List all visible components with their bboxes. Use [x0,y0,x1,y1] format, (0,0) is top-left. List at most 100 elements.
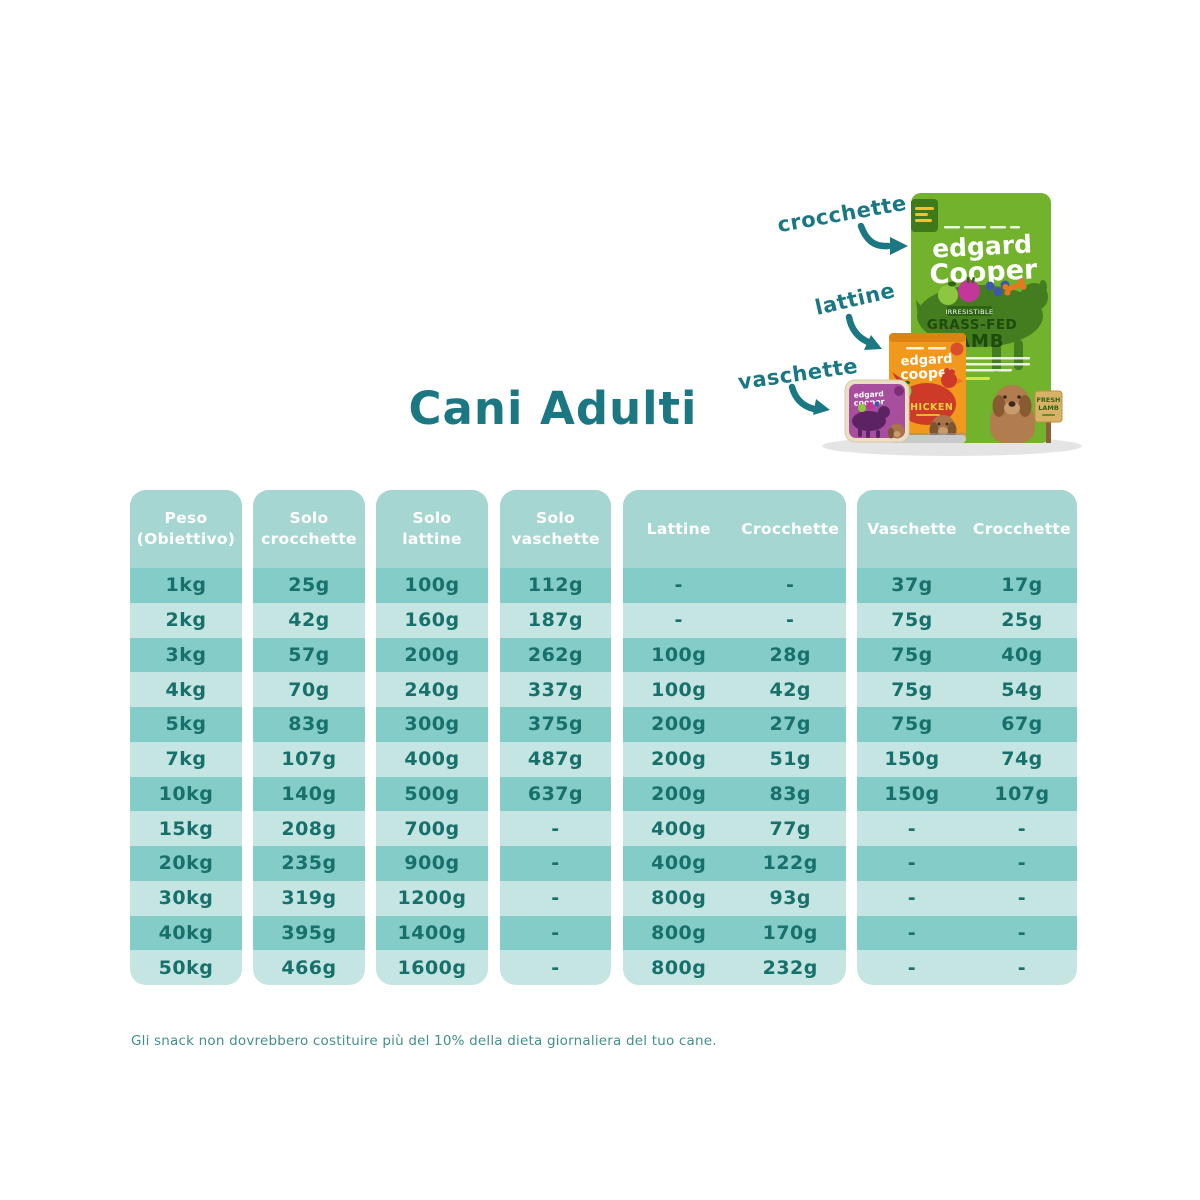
table-cell: 100g [404,574,460,597]
table-cell: 1kg [165,574,207,597]
table-row: 900g [376,846,488,881]
table-row: 200g 51g [623,742,846,777]
table-row: 100g 42g [623,672,846,707]
bag-dog-illustration [990,385,1035,443]
table-header-line: crocchette [261,530,357,548]
table-cell: 400g [651,817,707,840]
table-row: 15kg [130,811,242,846]
table-row: 75g 40g [857,637,1077,673]
table-row: 50kg [130,950,242,985]
table-cell: 28g [769,643,812,666]
table-cell: 25g [1001,609,1043,632]
table-cell: 17g [1001,574,1043,597]
table-cell: - [551,887,560,910]
table-cell: 2kg [165,609,207,632]
table-row: 107g [253,742,365,777]
table-row: 70g [253,672,365,707]
table-row: -- [857,950,1077,985]
wet-food-can: edgard cooper CHICKEN [888,333,966,443]
apple-icon [938,285,958,305]
table-row: 1600g [376,950,488,985]
table-cell: 27g [769,713,812,736]
table-row: 2kg [130,603,242,638]
table-row: 208g [253,811,365,846]
lattine-arrow-icon [845,313,882,350]
table-row: 100g [376,568,488,603]
table-cell: 200g [404,643,460,666]
table-row: 25g [253,568,365,603]
crocchette-label: crocchette [776,191,909,237]
crocchette-arrow-icon [857,222,908,255]
table-cell: - [1017,956,1027,979]
vaschette-label: vaschette [737,354,860,395]
rooster-beak [957,378,963,384]
table-row: 319g [253,881,365,916]
bag-irresistible-badge: IRRESISTIBLE [945,306,993,316]
table-cell: - [907,956,917,979]
table-cell: 25g [288,574,330,597]
table-cell: - [907,817,917,840]
table-row: 42g [253,603,365,638]
table-cell: - [786,574,795,597]
table-header-line: vaschette [511,530,600,548]
table-row: - [500,950,611,985]
table-cell: 300g [404,713,460,736]
page-title: Cani Adulti [408,382,698,435]
table-cell: - [907,887,917,910]
table-row: -- [623,603,846,638]
feeding-table-card-6: Vaschette Crocchette 37g 17g 75g 25g 75g 40g 75g… [857,490,1077,985]
table-header: Solo vaschette [500,490,611,568]
table-row: 800g 93g [623,881,846,916]
table-cell: - [674,609,683,632]
table-row: 637g [500,776,611,812]
table-cell: 57g [288,643,330,666]
table-header-label: Lattine [646,519,711,538]
feeding-table-card-2: Solo crocchette 25g 42g 57g 70g 83g 107g 140g 208… [253,490,365,985]
product-illustration: edgard Cooper [737,191,1082,456]
table-cell: 75g [891,643,933,666]
table-cell: - [1017,817,1027,840]
lattine-label: lattine [813,278,898,320]
table-row: 4kg [130,672,242,707]
table-cell: - [551,852,560,875]
table-cell: 800g [651,887,707,910]
feeding-table-card-4: Solo vaschette 112g 187g 262g 337g 375g 487g 637… [500,490,611,985]
table-cell: - [1017,852,1027,875]
tray-round-badge [894,386,904,396]
bag-brand-logo: edgard Cooper [929,229,1039,290]
table-header-line: (Obiettivo) [136,530,236,548]
table-row: 375g [500,707,611,742]
bag-brand-top: edgard [931,229,1032,263]
table-row: - [500,881,611,916]
table-cell: 20kg [158,852,214,875]
table-row: 75g 54g [857,672,1077,707]
table-cell: 800g [651,956,707,979]
table-cell: 800g [651,921,707,944]
table-row: 83g [253,707,365,742]
table-row: 30kg [130,881,242,916]
table-row: 3kg [130,637,242,673]
table-cell: 75g [891,678,933,701]
table-cell: - [551,921,560,944]
table-header-label: Vaschette [867,519,957,538]
table-row: - [500,846,611,881]
table-cell: - [674,574,683,597]
table-row: 200g 27g [623,707,846,742]
bag-corner-badge [911,199,938,232]
table-cell: 375g [527,713,584,736]
table-row: 200g [376,637,488,673]
table-cell: 74g [1001,748,1043,771]
table-row: 10kg [130,776,242,812]
table-cell: 112g [527,574,584,597]
table-row: 1400g [376,915,488,951]
table-cell: 4kg [165,678,207,701]
table-cell: 160g [404,609,460,632]
table-row: 300g [376,707,488,742]
footnote-text: Gli snack non dovrebbero costituire più … [131,1033,717,1049]
tray-brand-top: edgard [854,389,884,400]
table-cell: 83g [769,782,812,805]
table-header: Peso (Obiettivo) [130,490,242,568]
tray-dog-photo [888,423,905,439]
table-cell: 107g [994,782,1050,805]
